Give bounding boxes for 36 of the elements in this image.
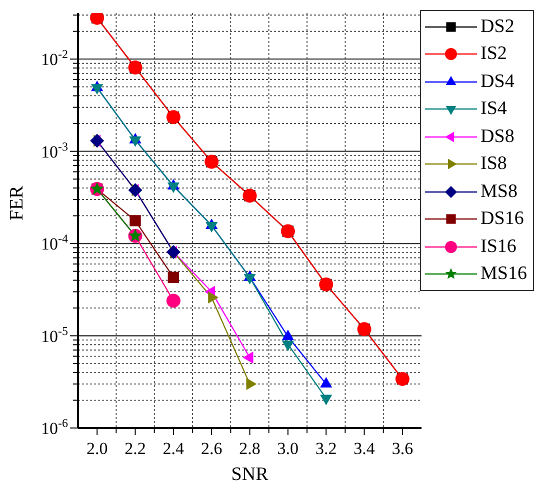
x-tick-label: 2.2 bbox=[124, 439, 146, 458]
legend-label: IS16 bbox=[480, 236, 516, 258]
point bbox=[206, 222, 218, 232]
legend-label: MS16 bbox=[480, 263, 527, 286]
y-tick-label: 10$^{-6}$ bbox=[41, 416, 68, 438]
legend-label: DS2 bbox=[480, 16, 514, 38]
x-tick-label: 3.6 bbox=[392, 439, 414, 458]
legend-label: DS4 bbox=[480, 70, 514, 93]
x-axis-title: SNR bbox=[231, 464, 269, 485]
point bbox=[166, 244, 180, 259]
x-tick-label: 3.0 bbox=[277, 439, 299, 458]
point bbox=[130, 215, 141, 226]
x-tick-label: 3.2 bbox=[315, 439, 337, 458]
point bbox=[282, 330, 294, 340]
y-tick-label: 10$^{-4}$ bbox=[41, 232, 68, 254]
x-tick-label: 2.0 bbox=[86, 439, 108, 458]
x-tick-label: 2.4 bbox=[162, 439, 185, 458]
legend-label: DS16 bbox=[480, 208, 524, 230]
x-tick-label: 3.4 bbox=[354, 439, 376, 458]
legend-label: IS8 bbox=[480, 153, 507, 176]
legend-label: MS8 bbox=[480, 180, 518, 203]
x-tick-label: 2.8 bbox=[239, 439, 260, 458]
y-tick-label: 10$^{-5}$ bbox=[41, 324, 68, 346]
point bbox=[129, 136, 142, 147]
point bbox=[166, 294, 180, 308]
point bbox=[128, 183, 142, 198]
legend-label: IS4 bbox=[480, 98, 507, 120]
y-tick-label: 10$^{-3}$ bbox=[41, 139, 68, 162]
point bbox=[168, 272, 180, 283]
point bbox=[90, 134, 104, 148]
y-axis-title: FER bbox=[6, 185, 28, 220]
x-tick-label: 2.6 bbox=[200, 439, 222, 458]
point bbox=[91, 84, 104, 95]
legend-label: DS8 bbox=[480, 126, 514, 148]
legend-label: IS2 bbox=[480, 43, 507, 66]
y-tick-label: 10$^{-2}$ bbox=[41, 47, 68, 70]
